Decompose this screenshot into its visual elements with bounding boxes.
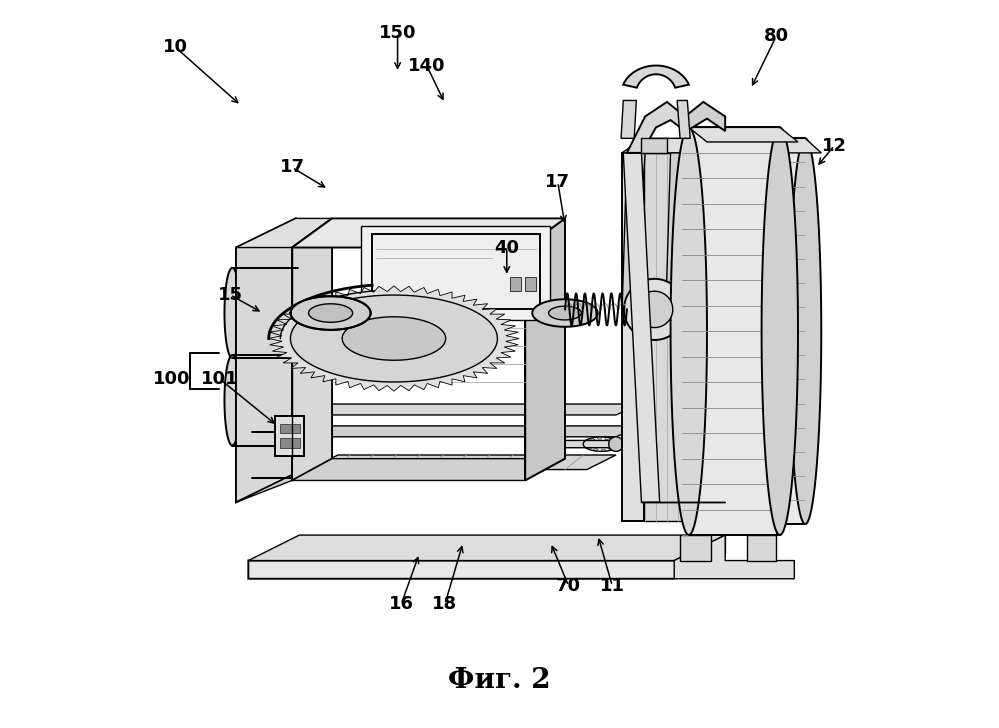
Polygon shape [674,535,794,579]
Text: 16: 16 [389,596,414,613]
Polygon shape [688,127,776,535]
Polygon shape [239,400,251,459]
Polygon shape [510,277,521,291]
Polygon shape [643,153,688,521]
Polygon shape [607,448,614,451]
Polygon shape [236,459,332,502]
Polygon shape [539,440,619,448]
Text: 15: 15 [218,286,243,304]
Polygon shape [621,153,643,521]
Polygon shape [621,138,688,153]
Polygon shape [613,442,619,444]
Polygon shape [376,307,413,320]
Polygon shape [299,300,351,326]
Text: 11: 11 [599,577,624,595]
Polygon shape [253,432,293,478]
Polygon shape [672,138,705,524]
Polygon shape [636,291,672,328]
Polygon shape [362,226,550,320]
Polygon shape [280,424,300,433]
Polygon shape [245,400,296,459]
Polygon shape [292,218,332,480]
Polygon shape [236,218,296,502]
Text: 18: 18 [433,596,458,613]
Text: 100: 100 [153,370,191,387]
Polygon shape [685,102,725,131]
Polygon shape [610,439,617,441]
Polygon shape [309,455,616,470]
Polygon shape [612,446,619,448]
Text: 12: 12 [822,137,847,154]
Polygon shape [601,449,606,451]
Polygon shape [688,138,821,153]
Polygon shape [688,138,805,524]
Polygon shape [292,459,565,480]
Polygon shape [588,438,595,440]
Polygon shape [680,535,710,561]
Polygon shape [269,286,519,391]
Polygon shape [290,400,302,459]
Polygon shape [276,416,305,456]
Text: 10: 10 [163,39,188,56]
Polygon shape [548,306,581,320]
Polygon shape [665,153,688,320]
Polygon shape [280,438,300,448]
Polygon shape [789,138,821,524]
Polygon shape [670,127,707,535]
Polygon shape [225,268,240,358]
Polygon shape [292,426,641,437]
Polygon shape [608,437,623,451]
Polygon shape [290,268,306,358]
Polygon shape [688,127,798,142]
Polygon shape [677,100,690,138]
Polygon shape [604,437,610,440]
Polygon shape [627,102,685,153]
Polygon shape [592,448,598,451]
Polygon shape [249,535,725,579]
Polygon shape [288,432,297,478]
Polygon shape [290,355,306,446]
Polygon shape [245,255,296,313]
Polygon shape [641,138,667,153]
Text: 40: 40 [495,239,519,256]
Polygon shape [372,234,539,309]
Text: 17: 17 [280,159,305,176]
Polygon shape [525,218,565,480]
Text: 140: 140 [408,57,446,74]
Polygon shape [292,218,565,248]
Polygon shape [623,153,659,502]
Text: 101: 101 [201,370,238,387]
Polygon shape [290,255,302,313]
Polygon shape [583,444,589,446]
Polygon shape [291,295,498,382]
Polygon shape [596,437,601,439]
Polygon shape [532,299,597,327]
Polygon shape [621,100,636,138]
Polygon shape [239,255,251,313]
Polygon shape [292,404,641,415]
Polygon shape [525,277,535,291]
Polygon shape [233,268,298,358]
Text: 17: 17 [545,173,570,191]
Polygon shape [624,279,685,340]
Text: 80: 80 [763,28,788,45]
Text: 70: 70 [556,577,581,595]
Polygon shape [248,432,257,478]
Polygon shape [583,440,590,443]
Polygon shape [621,153,645,320]
Polygon shape [233,355,298,446]
Polygon shape [747,535,776,561]
Polygon shape [291,296,371,330]
Polygon shape [623,66,689,87]
Polygon shape [225,355,240,446]
Polygon shape [688,153,729,521]
Polygon shape [236,218,332,248]
Text: Фиг. 2: Фиг. 2 [449,667,550,695]
Polygon shape [309,304,353,323]
Polygon shape [585,446,592,449]
Polygon shape [249,535,725,561]
Text: 150: 150 [379,24,417,41]
Polygon shape [343,317,446,360]
Polygon shape [761,127,798,535]
